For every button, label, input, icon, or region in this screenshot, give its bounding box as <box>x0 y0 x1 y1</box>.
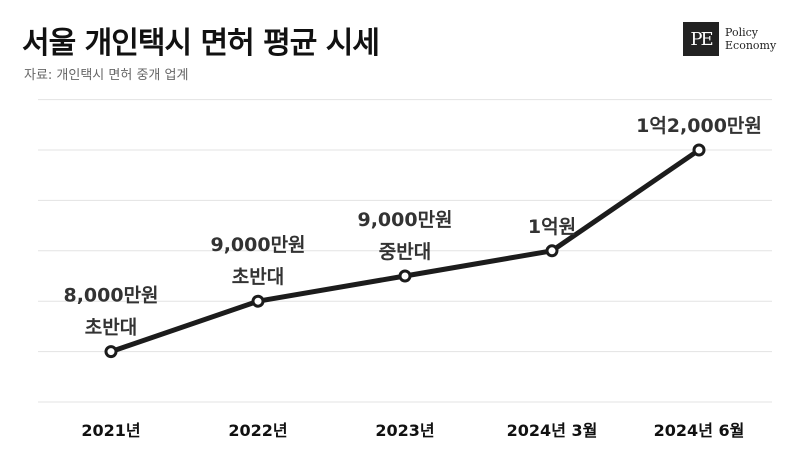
logo-mark: PE <box>683 22 719 56</box>
data-label: 9,000만원 <box>357 209 452 231</box>
data-label: 9,000만원 <box>210 234 305 256</box>
data-label: 초반대 <box>85 317 137 339</box>
x-axis-ticks: 2021년 2022년 2023년 2024년 3월 2024년 6월 <box>81 421 744 440</box>
data-point <box>398 269 412 283</box>
data-point <box>692 143 706 157</box>
data-label: 중반대 <box>379 241 431 263</box>
data-labels: 8,000만원초반대9,000만원초반대9,000만원중반대1억원1억2,000… <box>63 115 761 339</box>
data-label: 1억원 <box>528 216 576 238</box>
data-label: 1억2,000만원 <box>636 115 762 137</box>
logo-text-line1: Policy <box>725 26 758 39</box>
data-label: 8,000만원 <box>63 285 158 307</box>
page-title: 서울 개인택시 면허 평균 시세 <box>22 26 380 61</box>
logo-text: Policy Economy <box>725 26 776 52</box>
data-point <box>545 244 559 258</box>
source-note: 자료: 개인택시 면허 중개 업계 <box>24 68 189 83</box>
data-point <box>251 294 265 308</box>
x-tick-label: 2024년 3월 <box>507 421 598 440</box>
data-point <box>104 345 118 359</box>
logo-text-line2: Economy <box>725 39 777 52</box>
data-label: 초반대 <box>232 266 284 288</box>
x-tick-label: 2024년 6월 <box>654 421 745 440</box>
x-tick-label: 2021년 <box>81 421 140 440</box>
gridlines <box>38 99 772 403</box>
x-tick-label: 2023년 <box>375 421 434 440</box>
x-tick-label: 2022년 <box>228 421 287 440</box>
policy-economy-logo: PE Policy Economy <box>683 22 776 56</box>
data-points <box>104 143 706 359</box>
